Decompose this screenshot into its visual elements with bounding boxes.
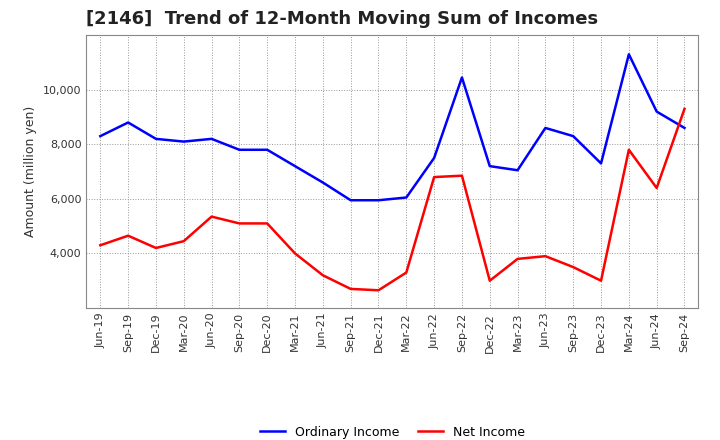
- Net Income: [430, 174, 438, 180]
- Net Income: [624, 147, 633, 152]
- Line: Ordinary Income: Ordinary Income: [100, 54, 685, 200]
- Ordinary Income: [152, 136, 161, 142]
- Net Income: [597, 278, 606, 283]
- Ordinary Income: [513, 168, 522, 173]
- Ordinary Income: [680, 125, 689, 131]
- Net Income: [541, 253, 550, 259]
- Net Income: [485, 278, 494, 283]
- Net Income: [124, 233, 132, 238]
- Text: [2146]  Trend of 12-Month Moving Sum of Incomes: [2146] Trend of 12-Month Moving Sum of I…: [86, 10, 598, 28]
- Ordinary Income: [374, 198, 383, 203]
- Ordinary Income: [597, 161, 606, 166]
- Net Income: [680, 106, 689, 111]
- Ordinary Income: [124, 120, 132, 125]
- Line: Net Income: Net Income: [100, 109, 685, 290]
- Net Income: [374, 288, 383, 293]
- Net Income: [96, 242, 104, 248]
- Net Income: [402, 270, 410, 275]
- Ordinary Income: [235, 147, 243, 152]
- Net Income: [235, 221, 243, 226]
- Ordinary Income: [541, 125, 550, 131]
- Net Income: [513, 256, 522, 261]
- Legend: Ordinary Income, Net Income: Ordinary Income, Net Income: [255, 421, 530, 440]
- Net Income: [152, 246, 161, 251]
- Ordinary Income: [346, 198, 355, 203]
- Ordinary Income: [96, 133, 104, 139]
- Net Income: [458, 173, 467, 178]
- Ordinary Income: [569, 133, 577, 139]
- Net Income: [318, 273, 327, 278]
- Ordinary Income: [485, 164, 494, 169]
- Net Income: [569, 264, 577, 270]
- Ordinary Income: [652, 109, 661, 114]
- Ordinary Income: [207, 136, 216, 142]
- Net Income: [291, 251, 300, 256]
- Net Income: [207, 214, 216, 219]
- Net Income: [652, 185, 661, 191]
- Y-axis label: Amount (million yen): Amount (million yen): [24, 106, 37, 237]
- Ordinary Income: [318, 180, 327, 185]
- Ordinary Income: [402, 195, 410, 200]
- Ordinary Income: [291, 164, 300, 169]
- Net Income: [263, 221, 271, 226]
- Net Income: [179, 238, 188, 244]
- Ordinary Income: [458, 75, 467, 80]
- Ordinary Income: [624, 51, 633, 57]
- Ordinary Income: [179, 139, 188, 144]
- Net Income: [346, 286, 355, 292]
- Ordinary Income: [430, 155, 438, 161]
- Ordinary Income: [263, 147, 271, 152]
